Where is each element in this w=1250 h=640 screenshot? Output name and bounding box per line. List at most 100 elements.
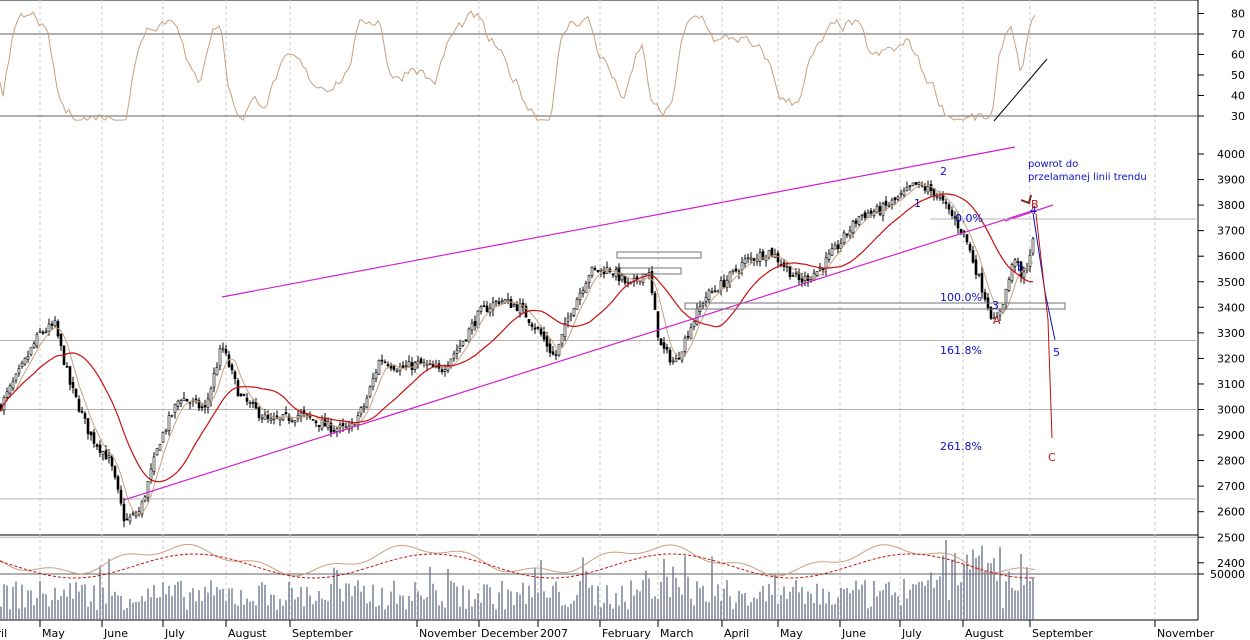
candle-body: [911, 182, 915, 186]
candle-body: [1025, 267, 1029, 272]
price-tick-label: 4000: [1217, 148, 1245, 161]
fibonacci-label: 161.8%: [940, 344, 982, 357]
candle-body: [791, 275, 795, 277]
candle-body: [200, 406, 204, 409]
range-box: [616, 251, 702, 259]
price-tick-label: 2400: [1217, 557, 1245, 570]
candle-body: [737, 271, 741, 274]
candle-body: [116, 476, 120, 490]
candle-body: [749, 257, 753, 260]
candle-body: [47, 323, 51, 333]
candle-body: [92, 432, 96, 444]
price-tick-label: 2900: [1217, 429, 1245, 442]
candle-body: [884, 200, 888, 206]
candle-body: [1022, 271, 1026, 279]
candle-body: [383, 361, 387, 364]
month-label: August: [228, 627, 267, 640]
candle-body: [416, 360, 420, 365]
candle-body: [140, 501, 144, 515]
candle-body: [410, 362, 414, 370]
candle-body: [518, 303, 522, 314]
candle-body: [1031, 238, 1035, 254]
candle-body: [311, 419, 315, 421]
candle-body: [455, 349, 459, 354]
candle-body: [1016, 261, 1020, 263]
candle-body: [899, 193, 903, 195]
candle-body: [101, 451, 105, 456]
candle-body: [983, 292, 987, 300]
candle-body: [236, 380, 240, 397]
candle-body: [332, 430, 336, 432]
candle-body: [656, 311, 660, 338]
candle-body: [890, 199, 894, 205]
volume-panel: [0, 540, 1198, 620]
candle-body: [164, 429, 168, 432]
candle-body: [86, 418, 90, 435]
candle-body: [938, 196, 942, 199]
candle-body: [293, 420, 297, 423]
candle-body: [974, 259, 978, 275]
candle-body: [941, 195, 945, 201]
price-tick-label: 3900: [1217, 174, 1245, 187]
candle-body: [263, 414, 267, 420]
candle-body: [956, 217, 960, 229]
candle-body: [38, 330, 42, 333]
candle-body: [14, 373, 18, 381]
channel-extension-line: [1004, 204, 1054, 222]
month-label: May: [780, 627, 803, 640]
price-tick-label: 3100: [1217, 378, 1245, 391]
candle-body: [251, 402, 255, 404]
rsi-tick-label: 40: [1231, 90, 1245, 103]
candle-body: [674, 358, 678, 363]
candle-body: [611, 273, 615, 276]
candle-body: [467, 328, 471, 343]
candle-body: [506, 298, 510, 302]
moving-average-short: [0, 184, 1034, 517]
candle-body: [224, 348, 228, 354]
candle-body: [500, 300, 504, 303]
wave-label: 3: [992, 299, 999, 312]
candle-body: [599, 268, 603, 272]
candle-body: [857, 216, 861, 225]
candle-body: [947, 204, 951, 210]
candle-body: [35, 334, 39, 347]
candle-body: [539, 328, 543, 335]
candle-body: [41, 331, 45, 334]
candle-body: [230, 364, 234, 371]
wave-label: C: [1048, 451, 1056, 464]
candle-body: [965, 234, 969, 243]
volume-tick-label: 50000: [1210, 568, 1245, 581]
candle-body: [212, 373, 216, 388]
candle-body: [668, 349, 672, 363]
candle-body: [380, 359, 384, 362]
wave-label: A: [993, 314, 1001, 327]
candle-body: [977, 274, 981, 276]
candle-body: [68, 366, 72, 385]
price-tick-label: 2500: [1217, 531, 1245, 544]
candle-body: [659, 338, 663, 346]
month-label: April: [0, 627, 7, 640]
candle-body: [113, 466, 117, 478]
candle-body: [995, 316, 999, 318]
candle-body: [221, 347, 225, 350]
candle-body: [860, 214, 864, 217]
candle-body: [317, 424, 321, 427]
candle-body: [827, 253, 831, 260]
candle-body: [203, 405, 207, 408]
candle-body: [65, 365, 69, 368]
price-tick-label: 3800: [1217, 199, 1245, 212]
candle-body: [800, 278, 804, 283]
candle-body: [725, 279, 729, 288]
candle-body: [29, 347, 33, 355]
candle-body: [83, 413, 87, 419]
vertical-grid: [39, 0, 1156, 620]
candle-body: [8, 385, 12, 394]
candle-body: [464, 339, 468, 342]
candle-body: [794, 272, 798, 275]
candle-body: [650, 271, 654, 294]
candle-body: [341, 422, 345, 427]
candle-body: [44, 331, 48, 333]
candle-body: [584, 283, 588, 293]
candle-body: [326, 421, 330, 429]
candle-body: [662, 342, 666, 349]
